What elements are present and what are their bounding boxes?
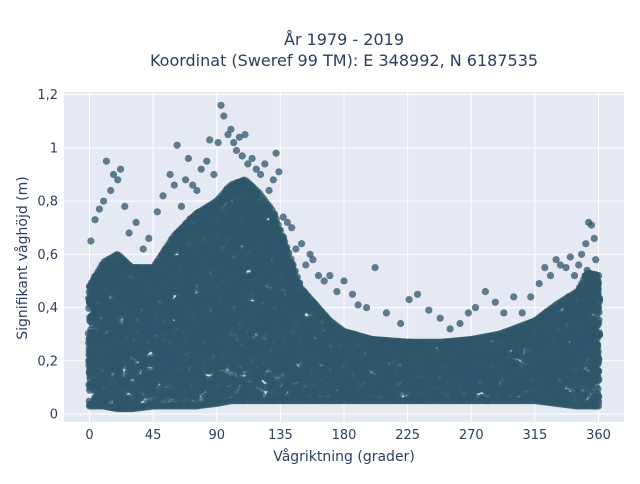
scatter-point xyxy=(132,368,139,375)
